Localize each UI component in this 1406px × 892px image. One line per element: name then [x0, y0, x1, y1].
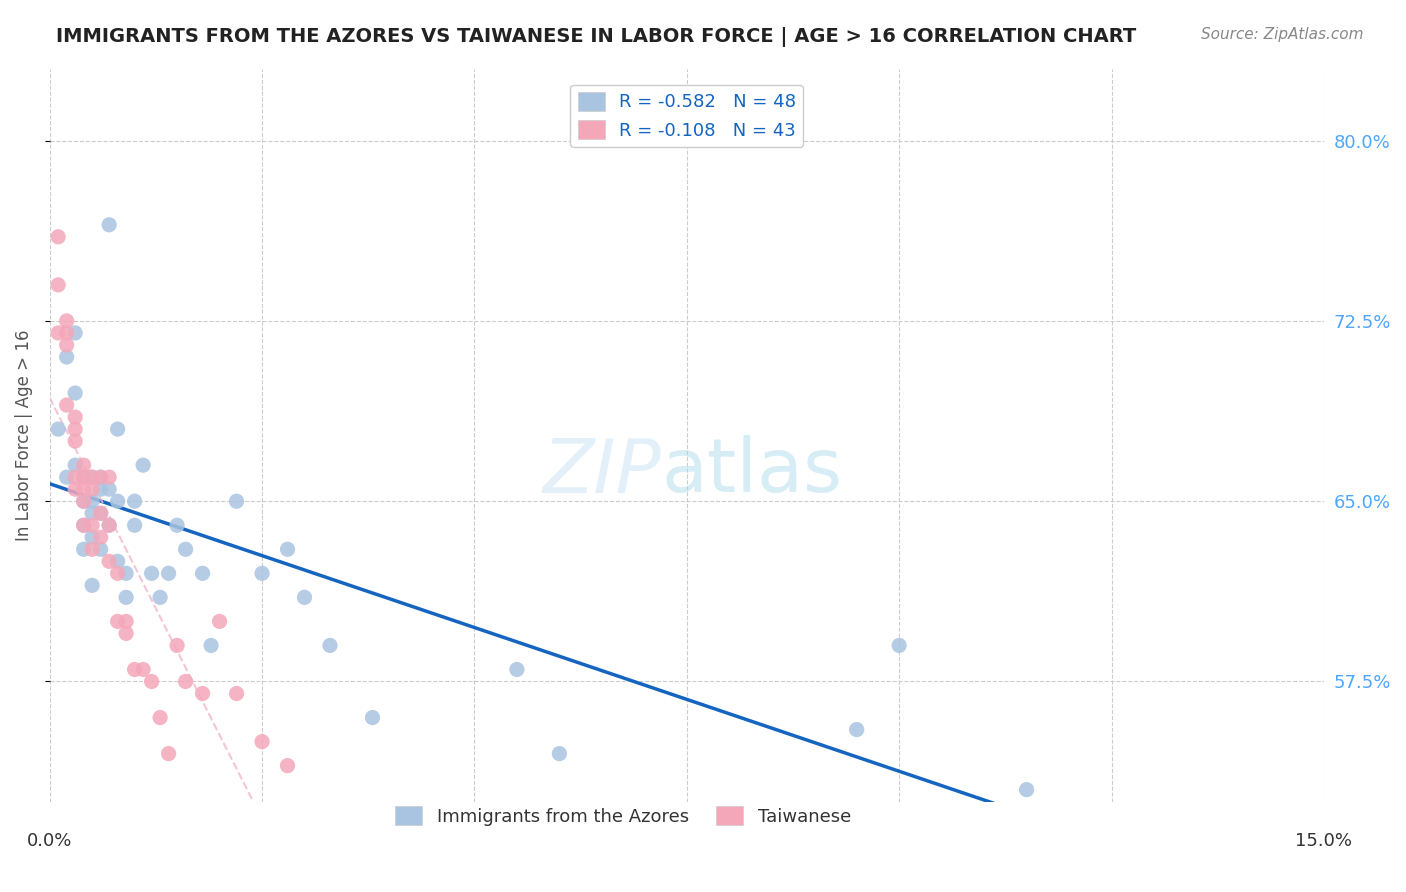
- Point: [72, 542, 94, 557]
- Point: [141, 566, 163, 581]
- Point: [82, 470, 104, 484]
- Point: [90, 506, 112, 520]
- Point: [225, 686, 247, 700]
- Point: [141, 674, 163, 689]
- Point: [548, 747, 571, 761]
- Point: [55, 350, 77, 364]
- Point: [55, 314, 77, 328]
- Point: [225, 494, 247, 508]
- Point: [166, 639, 188, 653]
- Point: [90, 530, 112, 544]
- Point: [124, 494, 146, 508]
- Point: [82, 542, 104, 557]
- Point: [845, 723, 868, 737]
- Point: [276, 542, 298, 557]
- Point: [63, 422, 86, 436]
- Point: [1015, 782, 1038, 797]
- Point: [90, 542, 112, 557]
- Point: [63, 326, 86, 340]
- Point: [191, 566, 214, 581]
- Point: [55, 326, 77, 340]
- Text: IMMIGRANTS FROM THE AZORES VS TAIWANESE IN LABOR FORCE | AGE > 16 CORRELATION CH: IMMIGRANTS FROM THE AZORES VS TAIWANESE …: [56, 27, 1136, 46]
- Point: [90, 470, 112, 484]
- Point: [276, 758, 298, 772]
- Point: [294, 591, 316, 605]
- Point: [72, 494, 94, 508]
- Point: [63, 386, 86, 401]
- Point: [82, 506, 104, 520]
- Point: [174, 674, 197, 689]
- Text: ZIP: ZIP: [543, 436, 661, 508]
- Point: [63, 434, 86, 449]
- Point: [107, 422, 129, 436]
- Point: [55, 398, 77, 412]
- Point: [107, 615, 129, 629]
- Point: [82, 518, 104, 533]
- Point: [82, 482, 104, 496]
- Point: [98, 518, 121, 533]
- Point: [63, 458, 86, 472]
- Point: [82, 494, 104, 508]
- Point: [361, 710, 384, 724]
- Point: [55, 338, 77, 352]
- Point: [90, 470, 112, 484]
- Point: [191, 686, 214, 700]
- Point: [115, 566, 138, 581]
- Point: [72, 458, 94, 472]
- Point: [72, 470, 94, 484]
- Point: [107, 554, 129, 568]
- Point: [115, 615, 138, 629]
- Point: [98, 518, 121, 533]
- Point: [200, 639, 222, 653]
- Point: [63, 410, 86, 425]
- Point: [889, 639, 911, 653]
- Point: [132, 663, 155, 677]
- Point: [46, 277, 69, 292]
- Point: [98, 470, 121, 484]
- Point: [46, 229, 69, 244]
- Point: [72, 518, 94, 533]
- Point: [319, 639, 342, 653]
- Point: [90, 482, 112, 496]
- Point: [149, 591, 172, 605]
- Point: [72, 518, 94, 533]
- Point: [46, 422, 69, 436]
- Point: [157, 747, 180, 761]
- Point: [98, 482, 121, 496]
- Point: [124, 518, 146, 533]
- Point: [208, 615, 231, 629]
- Point: [63, 482, 86, 496]
- Text: Source: ZipAtlas.com: Source: ZipAtlas.com: [1201, 27, 1364, 42]
- Point: [98, 218, 121, 232]
- Point: [506, 663, 529, 677]
- Point: [90, 506, 112, 520]
- Point: [55, 470, 77, 484]
- Legend: Immigrants from the Azores, Taiwanese: Immigrants from the Azores, Taiwanese: [388, 799, 858, 833]
- Point: [250, 566, 273, 581]
- Point: [115, 626, 138, 640]
- Point: [115, 591, 138, 605]
- Point: [46, 326, 69, 340]
- Point: [82, 470, 104, 484]
- Point: [132, 458, 155, 472]
- Point: [107, 494, 129, 508]
- Point: [157, 566, 180, 581]
- Text: atlas: atlas: [661, 435, 842, 508]
- Point: [107, 566, 129, 581]
- Point: [149, 710, 172, 724]
- Point: [250, 734, 273, 748]
- Point: [124, 663, 146, 677]
- Text: 15.0%: 15.0%: [1295, 832, 1353, 850]
- Y-axis label: In Labor Force | Age > 16: In Labor Force | Age > 16: [15, 329, 32, 541]
- Point: [72, 494, 94, 508]
- Point: [82, 578, 104, 592]
- Point: [98, 554, 121, 568]
- Point: [166, 518, 188, 533]
- Text: 0.0%: 0.0%: [27, 832, 72, 850]
- Point: [72, 470, 94, 484]
- Point: [82, 530, 104, 544]
- Point: [174, 542, 197, 557]
- Point: [72, 482, 94, 496]
- Point: [63, 470, 86, 484]
